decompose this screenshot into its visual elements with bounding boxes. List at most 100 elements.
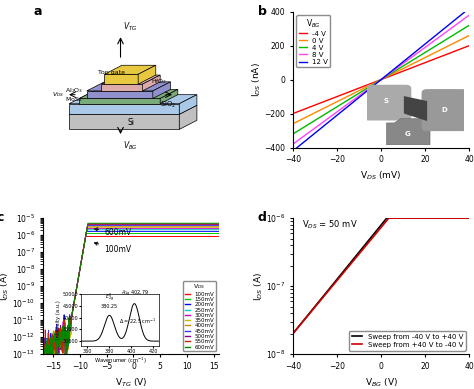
0 V — [301, 116, 307, 121]
0 V — [297, 118, 303, 123]
Polygon shape — [104, 74, 138, 84]
Polygon shape — [87, 82, 171, 91]
0 V — [457, 38, 463, 42]
Legend: -4 V, 0 V, 4 V, 8 V, 12 V: -4 V, 0 V, 4 V, 8 V, 12 V — [296, 15, 330, 67]
Sweep from -40 V to +40 V — [466, 216, 472, 221]
Text: a: a — [34, 5, 42, 18]
Text: SiO$_2$: SiO$_2$ — [160, 100, 177, 110]
Polygon shape — [179, 95, 197, 114]
Sweep from -40 V to +40 V — [408, 216, 414, 221]
Polygon shape — [69, 104, 179, 114]
0 V — [323, 105, 328, 110]
4 V — [290, 131, 296, 136]
Sweep from +40 V to -40 V — [394, 216, 400, 221]
4 V — [457, 28, 463, 33]
Sweep from +40 V to -40 V — [290, 331, 296, 336]
Line: 4 V: 4 V — [293, 25, 469, 134]
Text: 100mV: 100mV — [94, 242, 131, 254]
12 V — [457, 13, 463, 18]
Text: Top gate: Top gate — [99, 70, 126, 75]
Legend: Sweep from -40 V to +40 V, Sweep from +40 V to -40 V: Sweep from -40 V to +40 V, Sweep from +4… — [349, 331, 466, 350]
Sweep from +40 V to -40 V — [466, 216, 472, 221]
8 V — [457, 19, 463, 24]
Polygon shape — [87, 91, 153, 98]
Text: HfO$_2$: HfO$_2$ — [151, 77, 168, 86]
4 V — [451, 32, 457, 37]
Legend: 100mV, 150mV, 200mV, 250mV, 300mV, 350mV, 400mV, 450mV, 500mV, 550mV, 600mV: 100mV, 150mV, 200mV, 250mV, 300mV, 350mV… — [183, 281, 216, 351]
4 V — [337, 103, 343, 107]
Line: 8 V: 8 V — [293, 15, 469, 144]
4 V — [466, 23, 472, 28]
8 V — [297, 137, 303, 141]
Sweep from -40 V to +40 V — [290, 331, 296, 336]
X-axis label: V$_{TG}$ (V): V$_{TG}$ (V) — [115, 376, 147, 389]
Sweep from -40 V to +40 V — [394, 216, 400, 221]
Sweep from -40 V to +40 V — [336, 275, 341, 280]
Text: b: b — [258, 5, 266, 18]
12 V — [301, 140, 307, 145]
Polygon shape — [160, 89, 178, 104]
4 V — [301, 125, 307, 130]
Line: 0 V: 0 V — [293, 35, 469, 124]
Text: c: c — [0, 211, 4, 224]
Line: 12 V: 12 V — [293, 8, 469, 151]
0 V — [290, 121, 296, 126]
-4 V — [323, 98, 328, 103]
-4 V — [337, 93, 343, 98]
Y-axis label: I$_{DS}$ (A): I$_{DS}$ (A) — [252, 272, 264, 301]
12 V — [451, 18, 457, 23]
Text: $V_{BG}$: $V_{BG}$ — [123, 139, 138, 152]
Text: Al$_2$O$_3$: Al$_2$O$_3$ — [64, 86, 83, 95]
8 V — [337, 107, 343, 112]
12 V — [290, 149, 296, 153]
Polygon shape — [79, 98, 160, 104]
8 V — [323, 118, 328, 123]
Sweep from -40 V to +40 V — [423, 216, 429, 221]
Polygon shape — [153, 82, 171, 98]
Y-axis label: I$_{DS}$ (A): I$_{DS}$ (A) — [0, 272, 11, 301]
12 V — [337, 110, 343, 115]
Sweep from +40 V to -40 V — [423, 216, 429, 221]
Sweep from +40 V to -40 V — [386, 216, 392, 221]
Polygon shape — [104, 65, 156, 74]
8 V — [301, 134, 307, 138]
0 V — [451, 41, 457, 46]
-4 V — [301, 107, 307, 112]
12 V — [323, 122, 328, 127]
Line: Sweep from +40 V to -40 V: Sweep from +40 V to -40 V — [293, 218, 469, 333]
8 V — [466, 13, 472, 18]
Text: $V_{DS}$: $V_{DS}$ — [52, 90, 64, 99]
Sweep from -40 V to +40 V — [370, 233, 375, 238]
-4 V — [290, 111, 296, 116]
-4 V — [297, 109, 303, 113]
Text: $V_{TG}$: $V_{TG}$ — [123, 20, 138, 33]
8 V — [290, 142, 296, 146]
Polygon shape — [179, 105, 197, 130]
Text: 600mV: 600mV — [94, 228, 131, 237]
0 V — [466, 33, 472, 38]
Text: Si: Si — [128, 118, 134, 127]
Sweep from -40 V to +40 V — [321, 293, 327, 298]
Polygon shape — [101, 75, 160, 84]
8 V — [451, 24, 457, 28]
-4 V — [466, 43, 472, 48]
Polygon shape — [69, 105, 197, 114]
X-axis label: V$_{BG}$ (V): V$_{BG}$ (V) — [365, 376, 398, 389]
Sweep from +40 V to -40 V — [336, 277, 341, 281]
Line: -4 V: -4 V — [293, 46, 469, 114]
-4 V — [457, 47, 463, 51]
Polygon shape — [69, 114, 179, 130]
Text: d: d — [258, 211, 266, 224]
Text: V$_{DS}$ = 50 mV: V$_{DS}$ = 50 mV — [302, 219, 357, 231]
Sweep from +40 V to -40 V — [321, 294, 327, 298]
-4 V — [451, 49, 457, 54]
12 V — [466, 6, 472, 11]
4 V — [297, 127, 303, 132]
Polygon shape — [69, 95, 197, 104]
0 V — [337, 98, 343, 103]
Sweep from +40 V to -40 V — [370, 235, 375, 240]
X-axis label: V$_{DS}$ (mV): V$_{DS}$ (mV) — [360, 170, 402, 182]
Line: Sweep from -40 V to +40 V: Sweep from -40 V to +40 V — [293, 218, 469, 333]
Sweep from +40 V to -40 V — [408, 216, 414, 221]
Polygon shape — [138, 65, 156, 84]
